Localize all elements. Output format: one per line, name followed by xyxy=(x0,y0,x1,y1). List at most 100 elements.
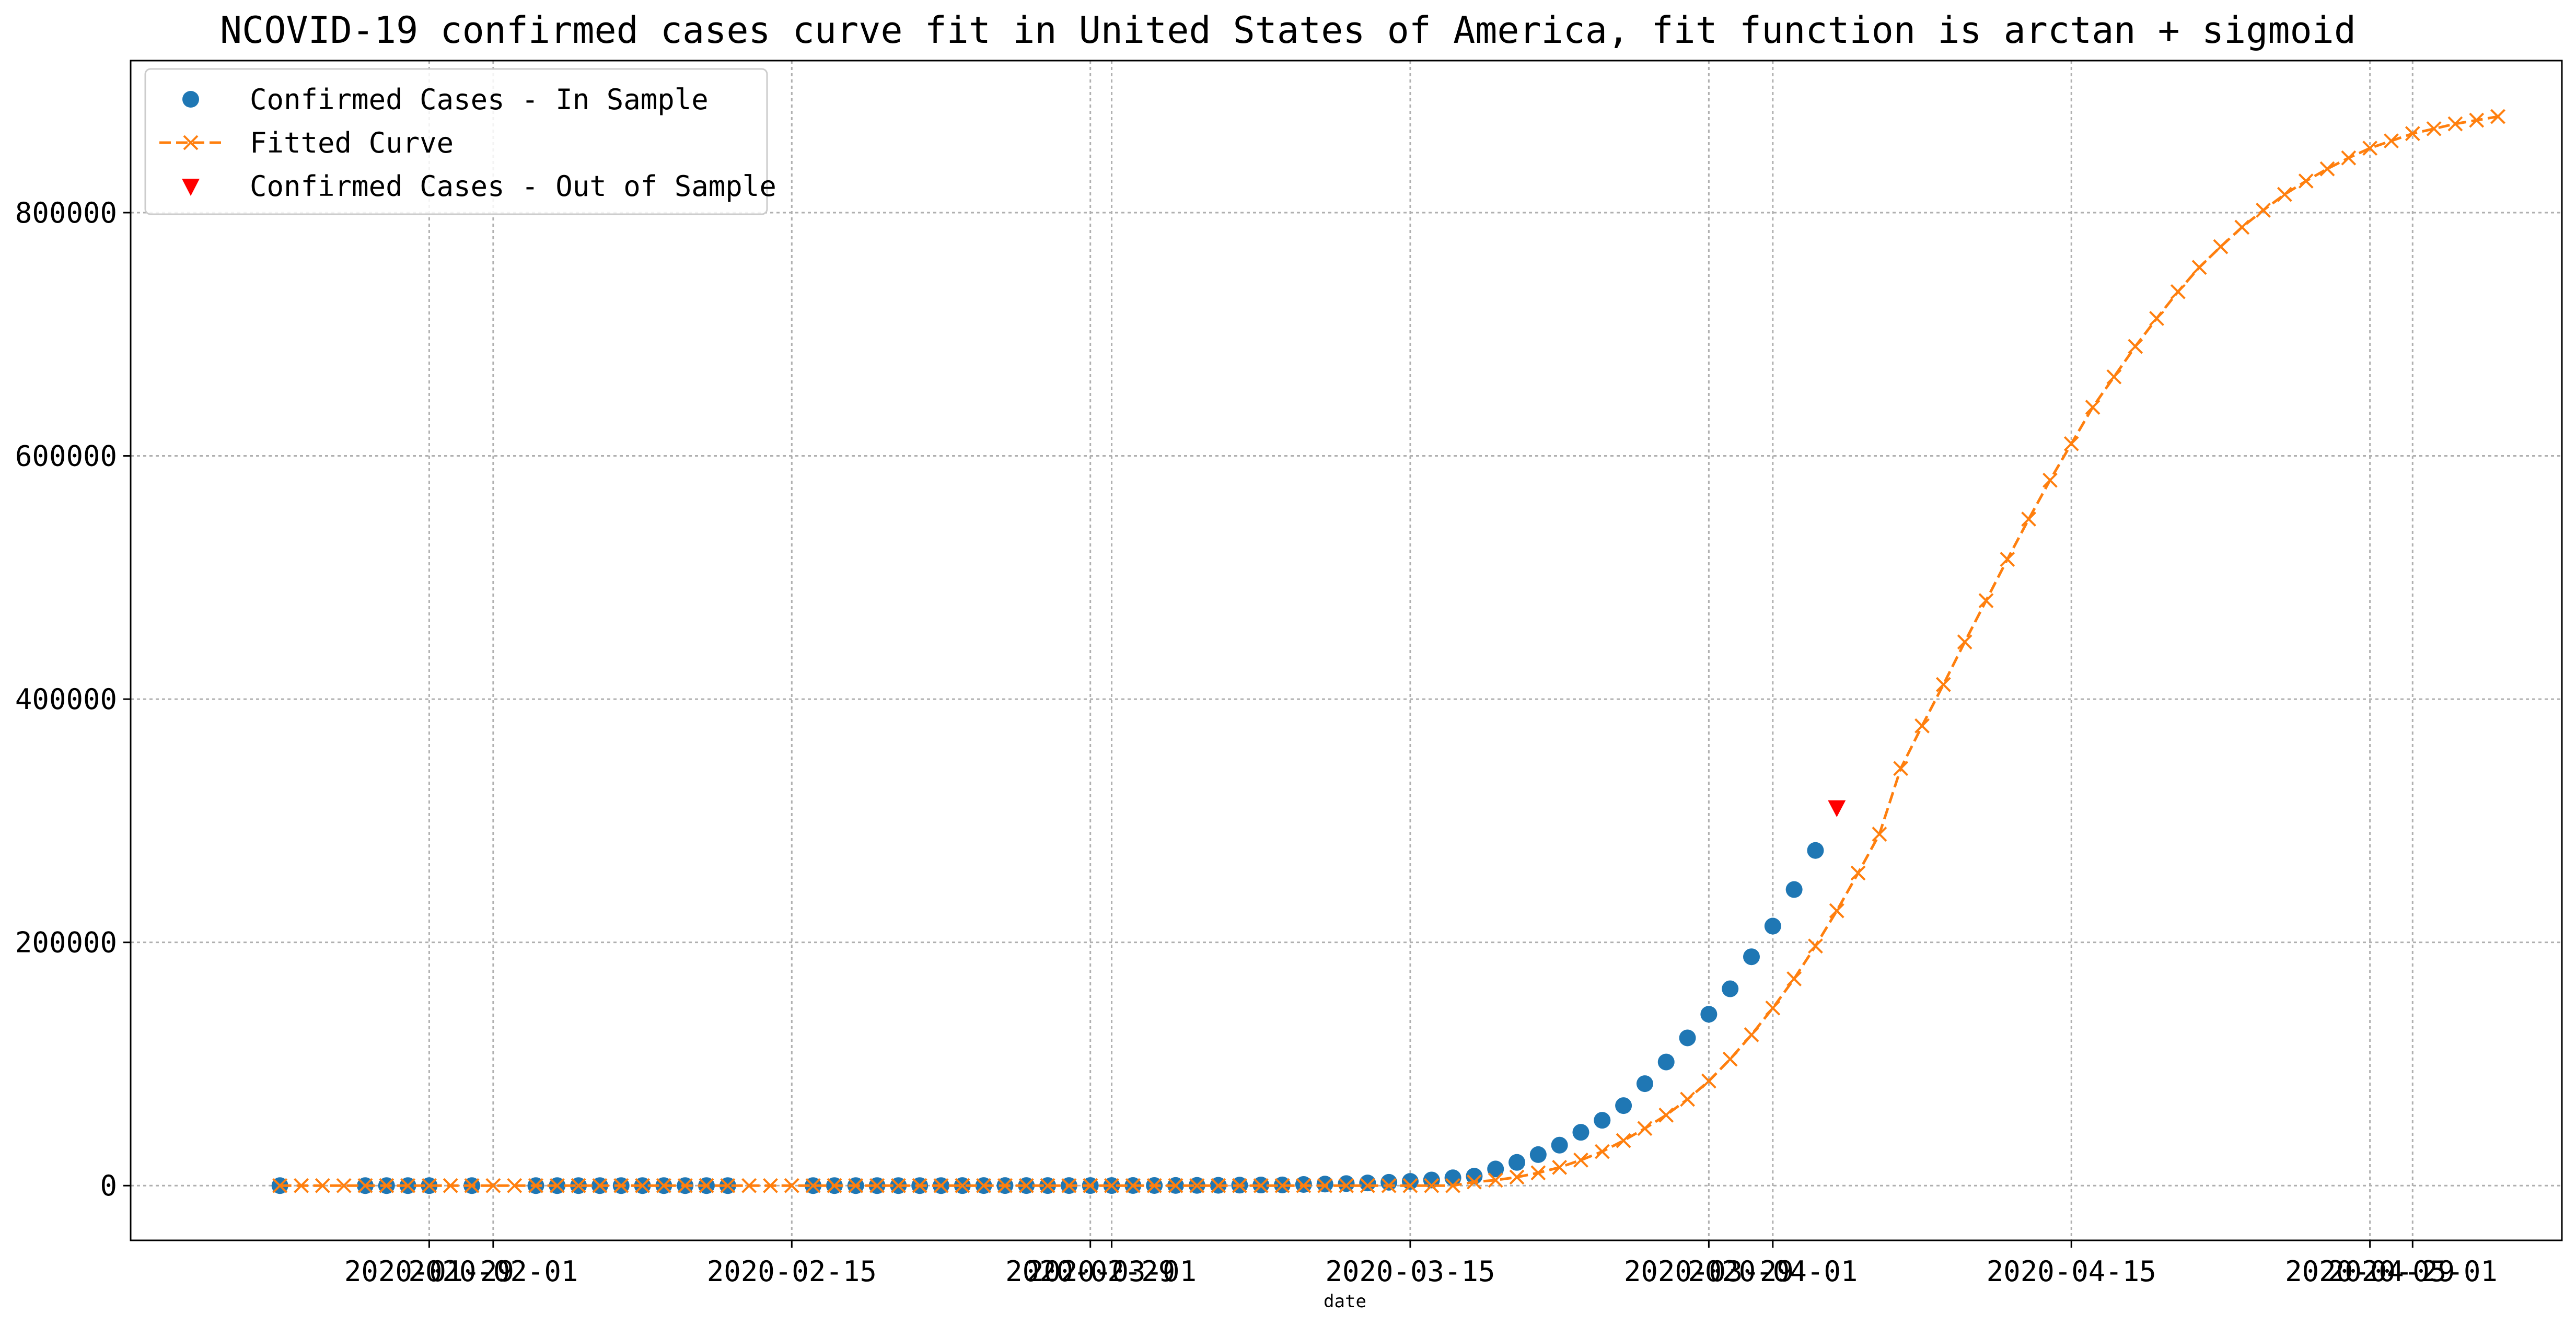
in-sample-point xyxy=(1380,1173,1398,1191)
legend-entry-label: Confirmed Cases - Out of Sample xyxy=(250,170,776,203)
fitted-curve-marker xyxy=(485,1178,501,1193)
in-sample-point xyxy=(1722,980,1739,997)
fitted-curve-marker xyxy=(1061,1178,1077,1193)
fitted-curve-marker xyxy=(1530,1165,1546,1181)
x-tick-label: 2020-05-01 xyxy=(2328,1255,2498,1288)
out-of-sample-point xyxy=(1828,800,1846,817)
fitted-curve-marker xyxy=(805,1178,821,1193)
fitted-curve-marker xyxy=(2447,116,2463,132)
fitted-curve-marker xyxy=(1339,1178,1354,1193)
fitted-curve-marker xyxy=(507,1178,523,1193)
fitted-curve-marker xyxy=(1808,938,1823,954)
x-tick-label: 2020-04-01 xyxy=(1688,1255,1858,1288)
fitted-curve-marker xyxy=(1317,1178,1333,1193)
in-sample-point xyxy=(1700,1006,1718,1023)
fitted-curve-marker xyxy=(976,1178,992,1193)
fitted-curve-marker xyxy=(1701,1073,1716,1089)
fitted-curve-marker xyxy=(2043,472,2058,488)
fitted-curve-marker xyxy=(1040,1178,1055,1193)
y-tick-label: 400000 xyxy=(15,683,117,716)
x-tick-label: 2020-02-29 xyxy=(1005,1255,1175,1288)
fitted-curve-marker xyxy=(2405,126,2420,142)
x-tick-label: 2020-01-29 xyxy=(344,1255,514,1288)
fitted-curve-marker xyxy=(890,1178,906,1193)
fitted-curve-marker xyxy=(2128,339,2143,354)
fitted-curve-marker xyxy=(1211,1178,1226,1193)
fitted-curve-marker xyxy=(2426,121,2442,136)
fitted-curve-marker xyxy=(2319,161,2335,177)
fitted-curve-marker xyxy=(549,1178,565,1193)
fitted-curve-marker xyxy=(2191,260,2207,275)
fitted-curve-marker xyxy=(1232,1178,1247,1193)
fitted-curve-marker xyxy=(379,1178,394,1193)
legend-entry-label: Fitted Curve xyxy=(250,126,454,159)
fitted-curve-marker xyxy=(1893,761,1909,776)
fitted-curve-marker xyxy=(1616,1133,1631,1148)
x-tick-label: 2020-02-01 xyxy=(408,1255,578,1288)
fitted-curve-marker xyxy=(294,1178,309,1193)
fitted-curve-marker xyxy=(2277,187,2292,202)
fitted-curve-marker xyxy=(1381,1178,1397,1193)
in-sample-point xyxy=(1529,1146,1547,1163)
fitted-curve-marker xyxy=(1296,1178,1312,1193)
in-sample-point xyxy=(1359,1175,1376,1192)
fitted-curve-marker xyxy=(1573,1152,1588,1168)
fitted-curve-marker xyxy=(1978,593,1994,608)
fitted-curve-marker xyxy=(422,1178,437,1193)
fitted-curve-marker xyxy=(1722,1051,1738,1067)
fitted-curve-marker xyxy=(315,1178,330,1193)
in-sample-point xyxy=(1636,1075,1653,1092)
fitted-curve-marker xyxy=(2490,109,2505,124)
fitted-curve-marker xyxy=(2362,141,2378,156)
fitted-curve-marker xyxy=(997,1178,1013,1193)
legend: Confirmed Cases - In Sample Fitted Curve C… xyxy=(144,68,776,215)
in-sample-point xyxy=(1487,1160,1504,1178)
in-sample-point xyxy=(1764,917,1781,935)
x-tick-label: 2020-04-29 xyxy=(2285,1255,2455,1288)
legend-box xyxy=(144,68,768,215)
x-tick-label: 2020-03-15 xyxy=(1325,1255,1495,1288)
fitted-curve-marker xyxy=(848,1178,864,1193)
y-tick-label: 800000 xyxy=(15,196,117,229)
fitted-curve-marker xyxy=(272,1178,288,1193)
legend-entry-label: Confirmed Cases - In Sample xyxy=(250,83,709,116)
x-tick-label: 2020-03-29 xyxy=(1624,1255,1794,1288)
fitted-curve-marker xyxy=(336,1178,352,1193)
fitted-curve-marker xyxy=(1424,1178,1440,1193)
fitted-curve-marker xyxy=(1146,1178,1162,1193)
fitted-curve-marker xyxy=(2063,436,2079,451)
in-sample-point xyxy=(1423,1171,1440,1189)
in-sample-point xyxy=(1466,1168,1483,1185)
in-sample-point xyxy=(1679,1029,1696,1047)
x-axis-label: date xyxy=(1324,1291,1366,1312)
in-sample-point xyxy=(1594,1112,1611,1129)
fitted-curve-marker xyxy=(2021,512,2037,527)
fitted-curve-marker xyxy=(1680,1091,1695,1107)
fitted-curve-marker xyxy=(2298,173,2314,189)
fitted-curve-marker xyxy=(2234,219,2250,235)
fitted-curve-marker xyxy=(741,1178,757,1193)
fitted-curve-marker xyxy=(1104,1178,1119,1193)
in-sample-point xyxy=(1785,881,1803,898)
fitted-curve-marker xyxy=(1168,1178,1183,1193)
fitted-curve-marker xyxy=(613,1178,629,1193)
in-sample-point xyxy=(1657,1053,1675,1071)
fitted-curve-marker xyxy=(1402,1178,1418,1193)
fitted-curve-marker xyxy=(1744,1027,1759,1043)
in-sample-point xyxy=(1401,1173,1419,1190)
x-tick-label: 2020-03-01 xyxy=(1027,1255,1197,1288)
fitted-curve-marker xyxy=(443,1178,458,1193)
fitted-curve-marker xyxy=(464,1178,480,1193)
fitted-curve-marker xyxy=(699,1178,714,1193)
fitted-curve-marker xyxy=(635,1178,650,1193)
fitted-curve-marker xyxy=(400,1178,416,1193)
chart-title: NCOVID-19 confirmed cases curve fit in U… xyxy=(220,9,2356,52)
in-sample-point xyxy=(1743,948,1760,966)
in-sample-point xyxy=(1316,1176,1333,1193)
fitted-curve-marker xyxy=(1637,1121,1653,1136)
fitted-curve-marker xyxy=(2384,133,2399,149)
y-tick-label: 0 xyxy=(100,1169,117,1202)
fitted-curve-marker xyxy=(2469,112,2485,128)
in-sample-point xyxy=(1509,1154,1526,1171)
